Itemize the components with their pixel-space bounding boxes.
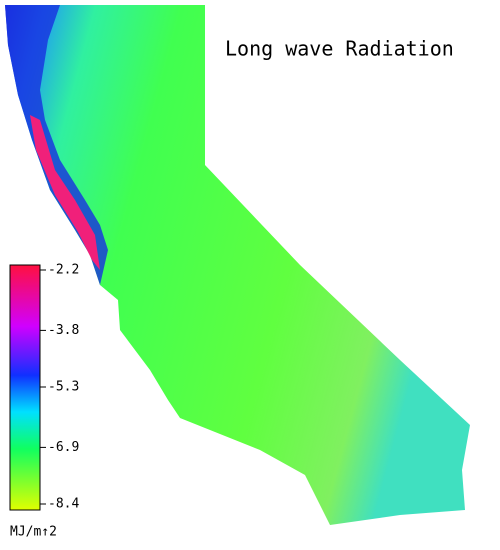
color-bar (9, 264, 41, 511)
tick-label: -5.3 (48, 380, 79, 395)
california (5, 5, 470, 525)
tick-label: -2.2 (48, 263, 79, 278)
tick-label: -8.4 (48, 497, 79, 512)
coast-hot (30, 115, 100, 270)
map-title: Long wave Radiation (225, 37, 454, 61)
tick-label: -6.9 (48, 440, 79, 455)
tick-label: -3.8 (48, 323, 79, 338)
legend-unit: MJ/m↑2 (10, 525, 57, 540)
